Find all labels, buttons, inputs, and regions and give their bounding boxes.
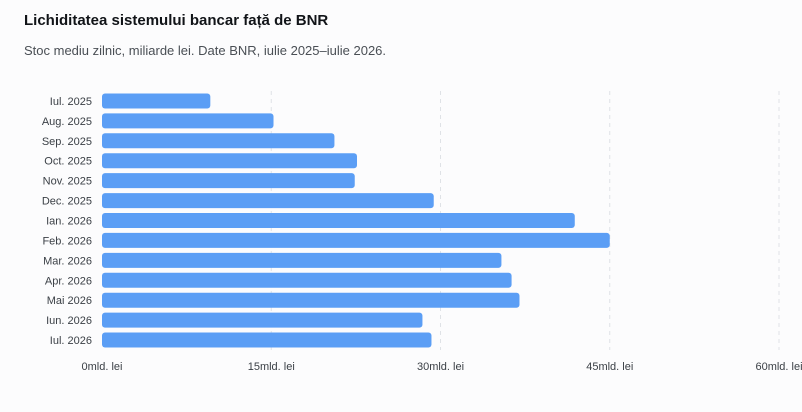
category-label: Sep. 2025 bbox=[42, 136, 92, 148]
bar bbox=[102, 193, 434, 209]
category-label: Feb. 2026 bbox=[42, 235, 92, 247]
category-label: Aug. 2025 bbox=[42, 116, 92, 128]
bar bbox=[102, 232, 610, 248]
chart-title: Lichiditatea sistemului bancar față de B… bbox=[24, 12, 329, 29]
chart-subtitle: Stoc mediu zilnic, miliarde lei. Date BN… bbox=[24, 43, 387, 58]
bar bbox=[102, 252, 502, 268]
bar bbox=[102, 153, 358, 169]
category-label: Mai 2026 bbox=[47, 295, 92, 307]
x-tick-label: 15mld. lei bbox=[248, 361, 295, 373]
x-tick-label: 45mld. lei bbox=[586, 361, 633, 373]
category-label: Iun. 2026 bbox=[46, 315, 92, 327]
category-label: Mar. 2026 bbox=[43, 255, 92, 267]
category-label: Oct. 2025 bbox=[44, 156, 92, 168]
bar bbox=[102, 292, 520, 308]
category-label: Iul. 2025 bbox=[50, 96, 92, 108]
x-tick-label: 30mld. lei bbox=[417, 361, 464, 373]
x-tick-label: 0mld. lei bbox=[82, 361, 123, 373]
bar bbox=[102, 93, 211, 109]
x-tick-label: 60mld. lei bbox=[755, 361, 802, 373]
category-label: Nov. 2025 bbox=[43, 176, 92, 188]
category-label: Apr. 2026 bbox=[45, 275, 92, 287]
bar bbox=[102, 113, 274, 129]
bar bbox=[102, 332, 432, 348]
bar bbox=[102, 173, 355, 189]
category-label: Iul. 2026 bbox=[50, 335, 92, 347]
bar bbox=[102, 272, 512, 288]
bar bbox=[102, 133, 335, 149]
category-label: Ian. 2026 bbox=[46, 216, 92, 228]
category-label: Dec. 2025 bbox=[42, 196, 92, 208]
bar bbox=[102, 312, 423, 328]
bar bbox=[102, 213, 575, 228]
